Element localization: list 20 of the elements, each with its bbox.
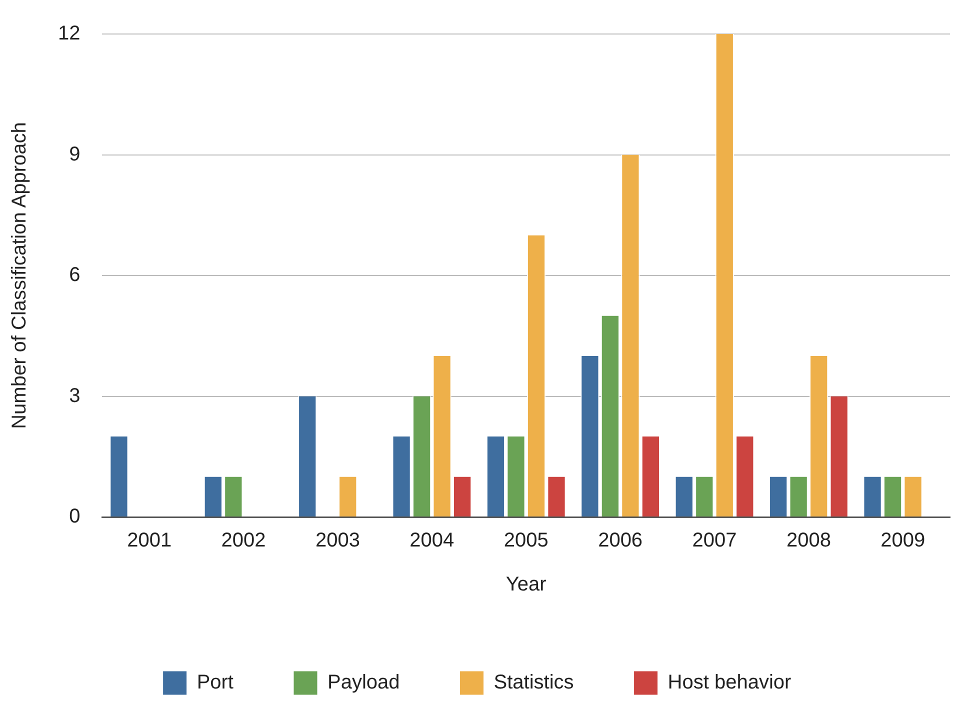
x-tick-label: 2003 xyxy=(315,530,360,552)
legend-label: Statistics xyxy=(494,672,574,694)
y-tick-label: 6 xyxy=(69,264,80,286)
y-tick-label: 3 xyxy=(69,384,80,407)
x-tick-label: 2004 xyxy=(410,530,454,552)
legend-label: Port xyxy=(196,672,234,694)
x-tick-label: 2007 xyxy=(692,530,737,552)
x-tick-label: 2001 xyxy=(127,530,172,552)
x-tick-label: 2005 xyxy=(504,530,548,552)
legend-label: Payload xyxy=(327,672,400,694)
x-tick-label: 2008 xyxy=(786,530,831,552)
y-tick-label: 12 xyxy=(58,22,80,45)
legend-label: Host behavior xyxy=(668,672,792,694)
y-tick-label: 9 xyxy=(69,143,80,166)
x-tick-label: 2006 xyxy=(598,530,643,552)
y-axis-title: Number of Classification Approach xyxy=(8,122,31,429)
x-axis-title: Year xyxy=(506,574,547,596)
y-tick-label: 0 xyxy=(69,506,80,528)
x-tick-label: 2009 xyxy=(880,530,926,552)
x-tick-label: 2002 xyxy=(221,530,266,552)
